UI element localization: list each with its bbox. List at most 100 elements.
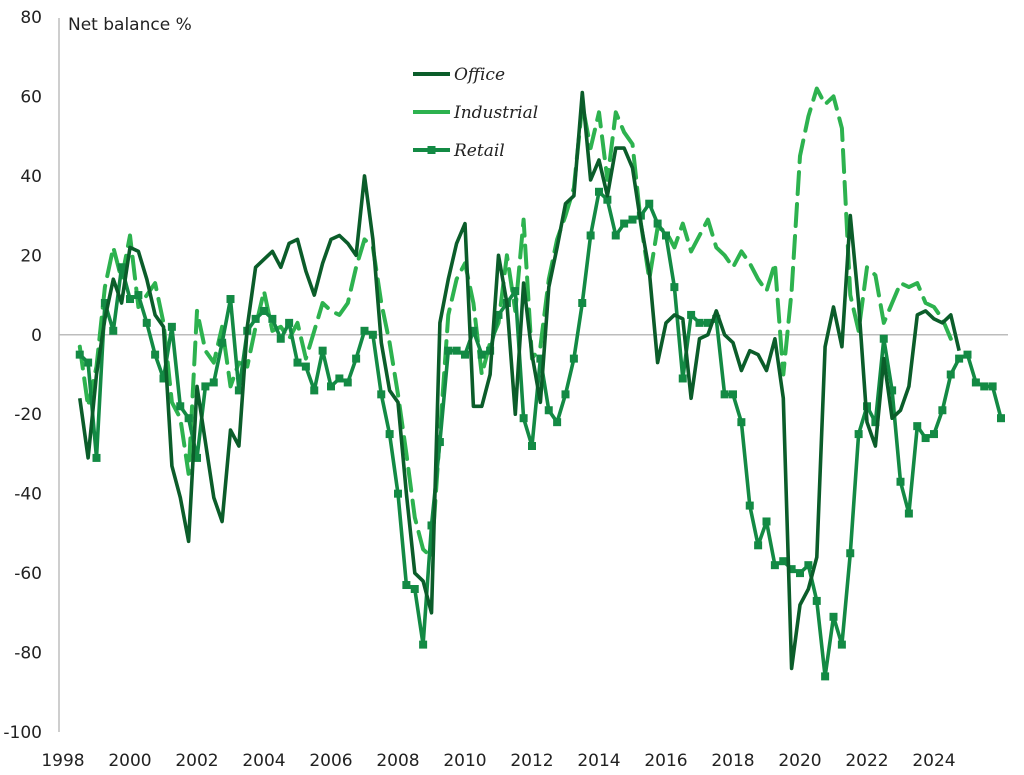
data-point-retail xyxy=(100,299,109,307)
data-point-retail xyxy=(871,418,880,427)
data-point-retail xyxy=(218,338,227,347)
data-point-retail xyxy=(293,358,302,367)
data-point-retail xyxy=(528,442,536,450)
data-point-retail xyxy=(737,418,746,427)
data-point-retail xyxy=(544,406,553,415)
x-tick-label: 2002 xyxy=(175,751,218,771)
data-point-retail xyxy=(151,350,160,359)
data-point-retail xyxy=(251,314,260,323)
y-tick-label: 20 xyxy=(20,246,42,266)
data-point-retail xyxy=(444,346,453,355)
data-point-retail xyxy=(745,501,754,510)
data-point-retail xyxy=(938,406,947,415)
x-tick-label: 2018 xyxy=(711,751,754,771)
data-point-retail xyxy=(796,569,804,578)
data-point-retail xyxy=(620,219,629,228)
legend-label: Industrial xyxy=(453,103,538,123)
data-point-retail xyxy=(343,378,352,387)
data-point-retail xyxy=(209,378,218,387)
data-point-retail xyxy=(787,565,796,574)
data-point-retail xyxy=(561,390,570,399)
data-point-retail xyxy=(301,362,310,371)
data-point-retail xyxy=(913,422,922,431)
data-point-retail xyxy=(921,434,930,443)
data-point-retail xyxy=(318,346,327,355)
data-point-retail xyxy=(703,318,712,327)
legend-label: Office xyxy=(454,65,505,85)
data-point-retail xyxy=(167,322,176,331)
data-point-retail xyxy=(804,561,813,570)
y-tick-label: 0 xyxy=(31,326,42,346)
data-point-retail xyxy=(427,521,436,530)
data-point-retail xyxy=(888,386,897,395)
data-point-retail xyxy=(193,453,201,462)
data-point-retail xyxy=(611,231,620,240)
data-point-retail xyxy=(410,585,419,593)
y-tick-label: -40 xyxy=(14,485,42,505)
y-tick-label: -80 xyxy=(14,644,42,664)
data-point-retail xyxy=(402,581,411,590)
x-axis-ticks: 1998 2000 2002 2004 2006 2008 2010 2012 2014 2016… xyxy=(41,751,955,771)
data-point-retail xyxy=(92,453,101,462)
data-point-retail xyxy=(628,215,637,224)
data-point-retail xyxy=(419,640,428,649)
x-tick-label: 2012 xyxy=(510,751,553,771)
legend: Office Industrial Retail xyxy=(413,65,538,161)
data-point-retail xyxy=(536,354,545,363)
data-point-retail xyxy=(126,295,134,304)
data-point-retail xyxy=(234,386,243,395)
data-point-retail xyxy=(226,295,235,304)
data-point-retail xyxy=(670,283,679,292)
data-point-retail xyxy=(896,477,905,486)
data-point-retail xyxy=(285,318,294,327)
legend-item-office: Office xyxy=(413,65,505,85)
data-point-retail xyxy=(578,299,587,307)
series-layer xyxy=(75,86,1005,681)
y-axis-label: Net balance % xyxy=(68,15,192,35)
x-tick-label: 2020 xyxy=(778,751,821,771)
data-point-retail xyxy=(754,541,763,550)
data-point-retail xyxy=(980,382,989,391)
data-point-retail xyxy=(335,374,344,383)
data-point-retail xyxy=(368,330,377,339)
data-point-retail xyxy=(511,287,520,296)
y-axis-ticks: 80 60 40 20 0 -20 -40 -60 -80 -100 xyxy=(3,8,42,743)
data-point-retail xyxy=(812,596,821,605)
data-point-retail xyxy=(276,334,285,343)
data-point-retail xyxy=(963,350,972,359)
data-point-retail xyxy=(678,374,687,383)
data-point-retail xyxy=(385,430,394,439)
data-point-retail xyxy=(268,314,277,323)
data-point-retail xyxy=(829,612,838,621)
data-point-retail xyxy=(377,390,386,399)
data-point-retail xyxy=(134,291,143,300)
data-point-retail xyxy=(494,310,503,319)
data-point-retail xyxy=(352,354,361,363)
x-tick-label: 2008 xyxy=(376,751,419,771)
data-point-retail xyxy=(988,382,997,391)
data-point-retail xyxy=(260,306,268,315)
x-tick-label: 2016 xyxy=(644,751,687,771)
data-point-retail xyxy=(201,382,210,391)
data-point-retail xyxy=(109,326,118,335)
data-point-retail xyxy=(360,326,369,335)
x-tick-label: 2004 xyxy=(242,751,285,771)
data-point-retail xyxy=(477,350,486,359)
data-point-retail xyxy=(569,354,578,363)
data-point-retail xyxy=(712,314,721,323)
x-tick-label: 1998 xyxy=(41,751,84,771)
y-tick-label: 60 xyxy=(20,87,42,107)
data-point-retail xyxy=(117,263,126,272)
data-point-retail xyxy=(779,557,788,566)
data-point-retail xyxy=(519,414,528,423)
data-point-retail xyxy=(770,561,779,570)
data-point-retail xyxy=(645,199,654,208)
data-point-retail xyxy=(955,354,964,363)
series-line-office xyxy=(78,90,961,671)
y-tick-label: 40 xyxy=(20,167,42,187)
data-point-retail xyxy=(854,430,863,439)
x-tick-label: 2010 xyxy=(443,751,486,771)
data-point-retail xyxy=(729,390,737,399)
data-point-retail xyxy=(971,378,980,387)
